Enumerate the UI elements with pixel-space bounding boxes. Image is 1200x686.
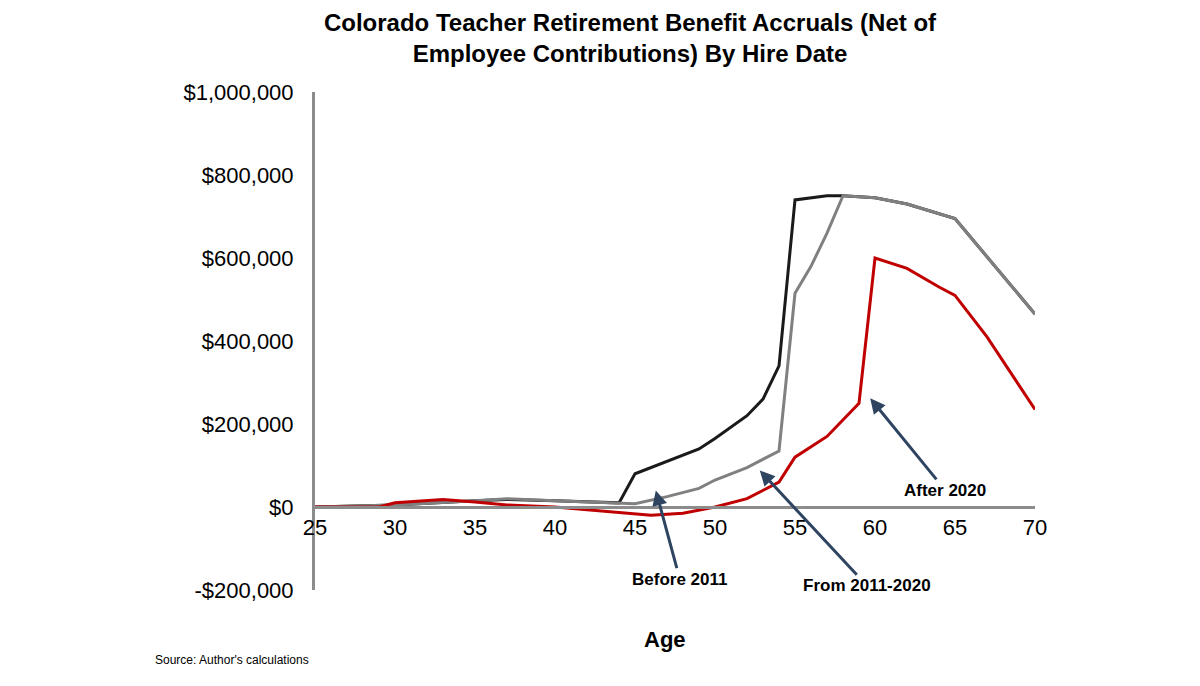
svg-text:60: 60 [863,515,887,540]
svg-text:65: 65 [943,515,967,540]
svg-text:Source: Author's calculations: Source: Author's calculations [155,653,309,667]
svg-text:45: 45 [623,515,647,540]
svg-text:35: 35 [463,515,487,540]
svg-text:After 2020: After 2020 [904,481,986,500]
svg-text:$600,000: $600,000 [202,246,294,271]
svg-text:$800,000: $800,000 [202,163,294,188]
svg-text:55: 55 [783,515,807,540]
svg-text:25: 25 [303,515,327,540]
svg-text:$400,000: $400,000 [202,329,294,354]
svg-text:30: 30 [383,515,407,540]
svg-text:Before 2011: Before 2011 [632,570,727,589]
svg-text:From 2011-2020: From 2011-2020 [803,576,931,595]
svg-text:-$200,000: -$200,000 [195,578,294,603]
svg-text:$0: $0 [269,495,293,520]
svg-text:Age: Age [644,627,686,652]
svg-text:$200,000: $200,000 [202,412,294,437]
svg-text:Colorado Teacher Retirement Be: Colorado Teacher Retirement Benefit Accr… [324,9,937,67]
svg-text:70: 70 [1023,515,1047,540]
svg-text:40: 40 [543,515,567,540]
svg-text:50: 50 [703,515,727,540]
svg-text:$1,000,000: $1,000,000 [183,80,293,105]
